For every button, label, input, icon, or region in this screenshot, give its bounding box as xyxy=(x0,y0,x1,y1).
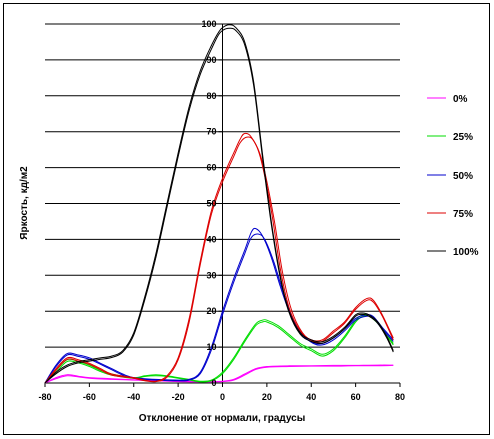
legend-label-4: 100% xyxy=(453,247,479,258)
y-tick-labels: 0 10 20 30 40 50 60 70 80 90 100 xyxy=(201,19,216,388)
x-tick-label-8: 80 xyxy=(395,392,405,402)
legend-label-2: 50% xyxy=(453,171,473,182)
series-line-1-1 xyxy=(44,315,394,384)
y-tick-label-8: 80 xyxy=(206,91,216,101)
legend: 0% 25% 50% 75% 100% xyxy=(427,94,479,258)
y-tick-label-5: 50 xyxy=(206,199,216,209)
x-tick-label-2: -40 xyxy=(127,392,140,402)
y-tick-label-6: 60 xyxy=(206,163,216,173)
y-tick-label-0: 0 xyxy=(211,378,216,388)
legend-label-1: 25% xyxy=(453,132,473,143)
series-line-0-1 xyxy=(44,364,394,384)
y-tick-label-2: 20 xyxy=(206,306,216,316)
x-tick-label-6: 40 xyxy=(306,392,316,402)
series-line-3-1 xyxy=(44,136,394,384)
y-tick-label-1: 10 xyxy=(206,342,216,352)
x-tick-label-7: 60 xyxy=(351,392,361,402)
axes xyxy=(44,23,401,387)
y-tick-label-9: 90 xyxy=(206,55,216,65)
y-tick-label-4: 40 xyxy=(206,234,216,244)
x-tick-label-0: -80 xyxy=(38,392,51,402)
y-tick-label-7: 70 xyxy=(206,127,216,137)
y-tick-label-3: 30 xyxy=(206,270,216,280)
x-tick-label-3: -20 xyxy=(172,392,185,402)
y-axis-title: Яркость, кд/м2 xyxy=(19,166,30,240)
series-line-4-1 xyxy=(44,27,394,384)
series-line-3-0 xyxy=(44,132,394,384)
x-tick-label-1: -60 xyxy=(83,392,96,402)
legend-label-3: 75% xyxy=(453,209,473,220)
series-line-2-1 xyxy=(44,233,394,384)
legend-label-0: 0% xyxy=(453,94,468,105)
x-tick-label-5: 20 xyxy=(262,392,272,402)
y-tick-label-10: 100 xyxy=(201,19,216,29)
series-line-4-0 xyxy=(44,24,394,384)
x-axis-title: Отклонение от нормали, градусы xyxy=(139,413,306,424)
series-lines xyxy=(44,24,394,384)
x-tick-label-4: 0 xyxy=(220,392,225,402)
x-tick-labels: -80 -60 -40 -20 0 20 40 60 80 xyxy=(38,392,405,402)
